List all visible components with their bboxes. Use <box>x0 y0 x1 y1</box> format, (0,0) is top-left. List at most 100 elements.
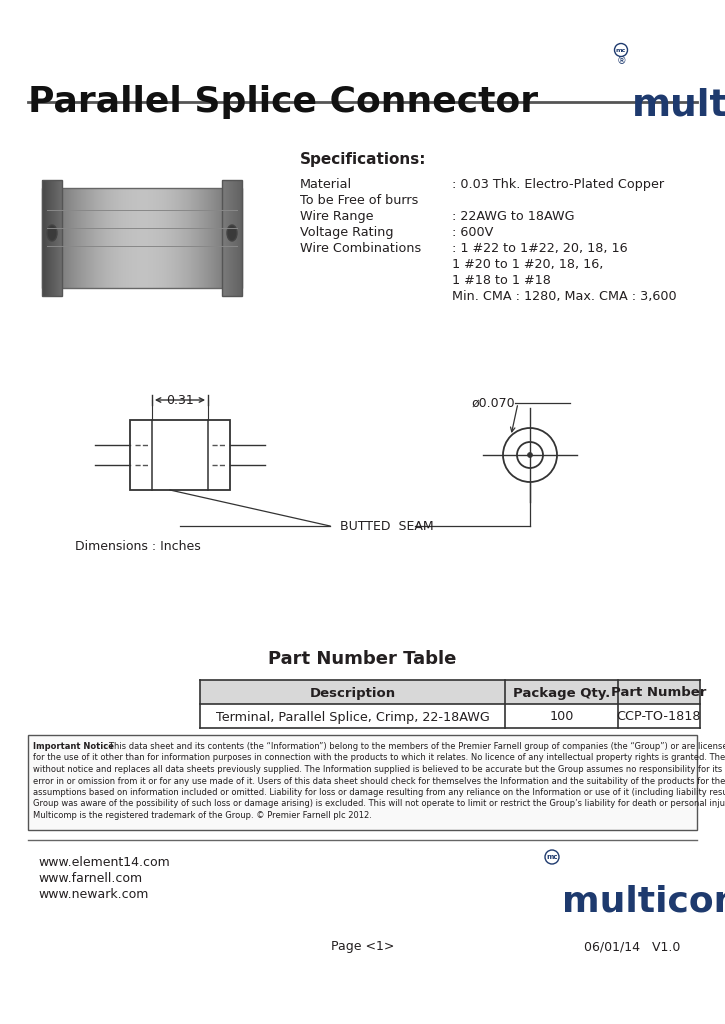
Bar <box>197 188 198 288</box>
Bar <box>233 188 234 288</box>
Bar <box>225 180 226 296</box>
Bar <box>43 180 44 296</box>
Bar <box>127 188 128 288</box>
Bar <box>163 188 164 288</box>
Bar <box>138 188 139 288</box>
Bar <box>136 188 137 288</box>
Bar <box>49 188 50 288</box>
Bar <box>157 188 158 288</box>
Bar <box>86 188 87 288</box>
Bar <box>85 188 86 288</box>
Bar <box>231 180 232 296</box>
Bar <box>129 188 130 288</box>
Bar <box>106 188 107 288</box>
Bar <box>238 188 239 288</box>
Bar <box>63 188 64 288</box>
Bar <box>222 180 223 296</box>
Bar <box>96 188 97 288</box>
Bar <box>154 188 155 288</box>
Bar <box>57 188 58 288</box>
Bar <box>61 188 62 288</box>
Bar <box>224 180 225 296</box>
Bar <box>226 180 227 296</box>
Text: Group was aware of the possibility of such loss or damage arising) is excluded. : Group was aware of the possibility of su… <box>33 800 725 809</box>
Bar <box>184 188 185 288</box>
Bar <box>219 188 220 288</box>
Text: Voltage Rating: Voltage Rating <box>300 226 394 239</box>
Bar <box>68 188 69 288</box>
Bar <box>66 188 67 288</box>
Bar <box>75 188 76 288</box>
Bar <box>144 188 145 288</box>
Text: Parallel Splice Connector: Parallel Splice Connector <box>28 85 538 119</box>
Text: Page <1>: Page <1> <box>331 940 394 953</box>
Bar <box>131 188 132 288</box>
Bar <box>158 188 159 288</box>
Bar <box>175 188 176 288</box>
Bar <box>149 188 150 288</box>
Bar <box>240 180 241 296</box>
Bar <box>120 188 121 288</box>
Bar <box>59 188 60 288</box>
Bar <box>114 188 115 288</box>
Text: Part Number Table: Part Number Table <box>268 650 457 668</box>
Bar <box>57 180 58 296</box>
Bar <box>125 188 126 288</box>
Bar <box>206 188 207 288</box>
Bar <box>92 188 93 288</box>
Bar <box>28 735 697 829</box>
Bar <box>103 188 104 288</box>
Bar <box>230 188 231 288</box>
Bar <box>193 188 194 288</box>
Bar <box>192 188 193 288</box>
Bar <box>48 180 49 296</box>
Text: 1 #20 to 1 #20, 18, 16,: 1 #20 to 1 #20, 18, 16, <box>452 258 603 271</box>
Text: www.element14.com: www.element14.com <box>38 856 170 869</box>
Bar <box>67 188 68 288</box>
Text: www.newark.com: www.newark.com <box>38 888 149 901</box>
Bar <box>46 188 47 288</box>
Text: Min. CMA : 1280, Max. CMA : 3,600: Min. CMA : 1280, Max. CMA : 3,600 <box>452 290 676 303</box>
Text: assumptions based on information included or omitted. Liability for loss or dama: assumptions based on information include… <box>33 788 725 797</box>
Text: : This data sheet and its contents (the “Information”) belong to the members of : : This data sheet and its contents (the … <box>101 742 725 751</box>
Bar <box>225 188 226 288</box>
Bar <box>216 188 217 288</box>
Bar <box>107 188 108 288</box>
Bar <box>195 188 196 288</box>
Bar <box>162 188 163 288</box>
Bar <box>42 180 43 296</box>
Bar <box>148 188 149 288</box>
Text: To be Free of burrs: To be Free of burrs <box>300 194 418 207</box>
Bar <box>171 188 172 288</box>
Text: Material: Material <box>300 178 352 191</box>
Bar <box>74 188 75 288</box>
Text: Dimensions : Inches: Dimensions : Inches <box>75 540 201 553</box>
Bar <box>227 180 228 296</box>
Bar <box>60 188 61 288</box>
Bar <box>180 188 181 288</box>
Bar <box>61 180 62 296</box>
Text: Part Number: Part Number <box>611 686 707 699</box>
Text: CCP-TO-1818: CCP-TO-1818 <box>617 711 701 724</box>
Bar <box>132 188 133 288</box>
Bar <box>124 188 125 288</box>
Bar <box>130 420 230 490</box>
Bar <box>181 188 182 288</box>
Bar <box>102 188 103 288</box>
Bar <box>69 188 70 288</box>
Bar <box>160 188 161 288</box>
Bar <box>145 188 146 288</box>
Bar <box>115 188 116 288</box>
Bar <box>49 180 50 296</box>
Bar <box>213 188 214 288</box>
Bar <box>168 188 169 288</box>
Bar <box>45 180 46 296</box>
Bar <box>226 188 227 288</box>
Bar <box>204 188 205 288</box>
Bar <box>241 188 242 288</box>
Text: 1 #18 to 1 #18: 1 #18 to 1 #18 <box>452 274 551 287</box>
Text: : 600V: : 600V <box>452 226 494 239</box>
Bar <box>223 180 224 296</box>
Bar <box>229 180 230 296</box>
Bar <box>47 188 48 288</box>
